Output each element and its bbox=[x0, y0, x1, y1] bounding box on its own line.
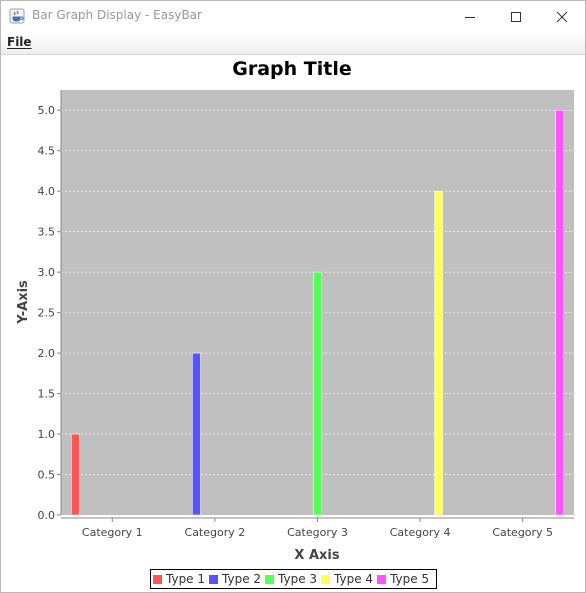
legend-label-type5: Type 5 bbox=[390, 572, 430, 586]
bar-type2-2 bbox=[192, 352, 201, 516]
close-icon bbox=[556, 11, 568, 22]
chart-title: Graph Title bbox=[232, 58, 351, 80]
bar-type4-4 bbox=[434, 190, 443, 516]
bar-type3-3 bbox=[313, 271, 322, 516]
legend-label-type3: Type 3 bbox=[278, 572, 318, 586]
x-tick-label: Category 3 bbox=[287, 526, 348, 539]
legend-swatch-type1 bbox=[153, 574, 162, 584]
legend-item-type3: Type 3 bbox=[265, 572, 317, 586]
legend-label-type4: Type 4 bbox=[334, 572, 374, 586]
java-coffee-icon bbox=[9, 8, 25, 24]
menu-bar: File bbox=[1, 32, 585, 55]
y-tick-label: 2.5 bbox=[38, 307, 56, 320]
chart-legend: Type 1 Type 2 Type 3 Type 4 Type 5 bbox=[150, 569, 437, 589]
menu-file[interactable]: File bbox=[7, 35, 32, 49]
y-tick-label: 1.5 bbox=[38, 388, 56, 401]
x-tick-label: Category 4 bbox=[390, 526, 451, 539]
bar-type1-1 bbox=[71, 433, 80, 516]
y-tick-label: 2.0 bbox=[38, 347, 56, 360]
y-axis-label: Y-Axis bbox=[16, 280, 31, 325]
maximize-button[interactable] bbox=[493, 1, 539, 32]
legend-item-type2: Type 2 bbox=[209, 572, 261, 586]
y-tick-label: 3.0 bbox=[38, 266, 56, 279]
y-tick-label: 0.0 bbox=[38, 509, 56, 522]
minimize-icon bbox=[465, 16, 475, 18]
legend-item-type4: Type 4 bbox=[321, 572, 373, 586]
y-tick-label: 4.5 bbox=[38, 145, 56, 158]
y-tick-label: 1.0 bbox=[38, 428, 56, 441]
x-tick-label: Category 1 bbox=[82, 526, 143, 539]
legend-swatch-type5 bbox=[377, 574, 387, 584]
close-button[interactable] bbox=[539, 1, 585, 32]
legend-swatch-type3 bbox=[265, 574, 275, 584]
legend-label-type2: Type 2 bbox=[222, 572, 262, 586]
bar-type5-5 bbox=[555, 109, 564, 516]
minimize-button[interactable] bbox=[447, 1, 493, 32]
legend-swatch-type4 bbox=[321, 574, 331, 584]
x-tick-label: Category 5 bbox=[492, 526, 553, 539]
y-tick-label: 4.0 bbox=[38, 185, 56, 198]
title-bar[interactable]: Bar Graph Display - EasyBar bbox=[1, 1, 585, 32]
y-tick-label: 3.5 bbox=[38, 226, 56, 239]
maximize-icon bbox=[511, 11, 521, 22]
legend-item-type5: Type 5 bbox=[377, 572, 429, 586]
y-tick-label: 5.0 bbox=[38, 104, 56, 117]
x-axis-label: X Axis bbox=[294, 548, 339, 563]
x-tick-label: Category 2 bbox=[185, 526, 246, 539]
legend-swatch-type2 bbox=[209, 574, 219, 584]
y-tick-label: 0.5 bbox=[38, 469, 56, 482]
legend-label-type1: Type 1 bbox=[166, 572, 206, 586]
legend-item-type1: Type 1 bbox=[153, 572, 205, 586]
window-title: Bar Graph Display - EasyBar bbox=[32, 8, 202, 22]
